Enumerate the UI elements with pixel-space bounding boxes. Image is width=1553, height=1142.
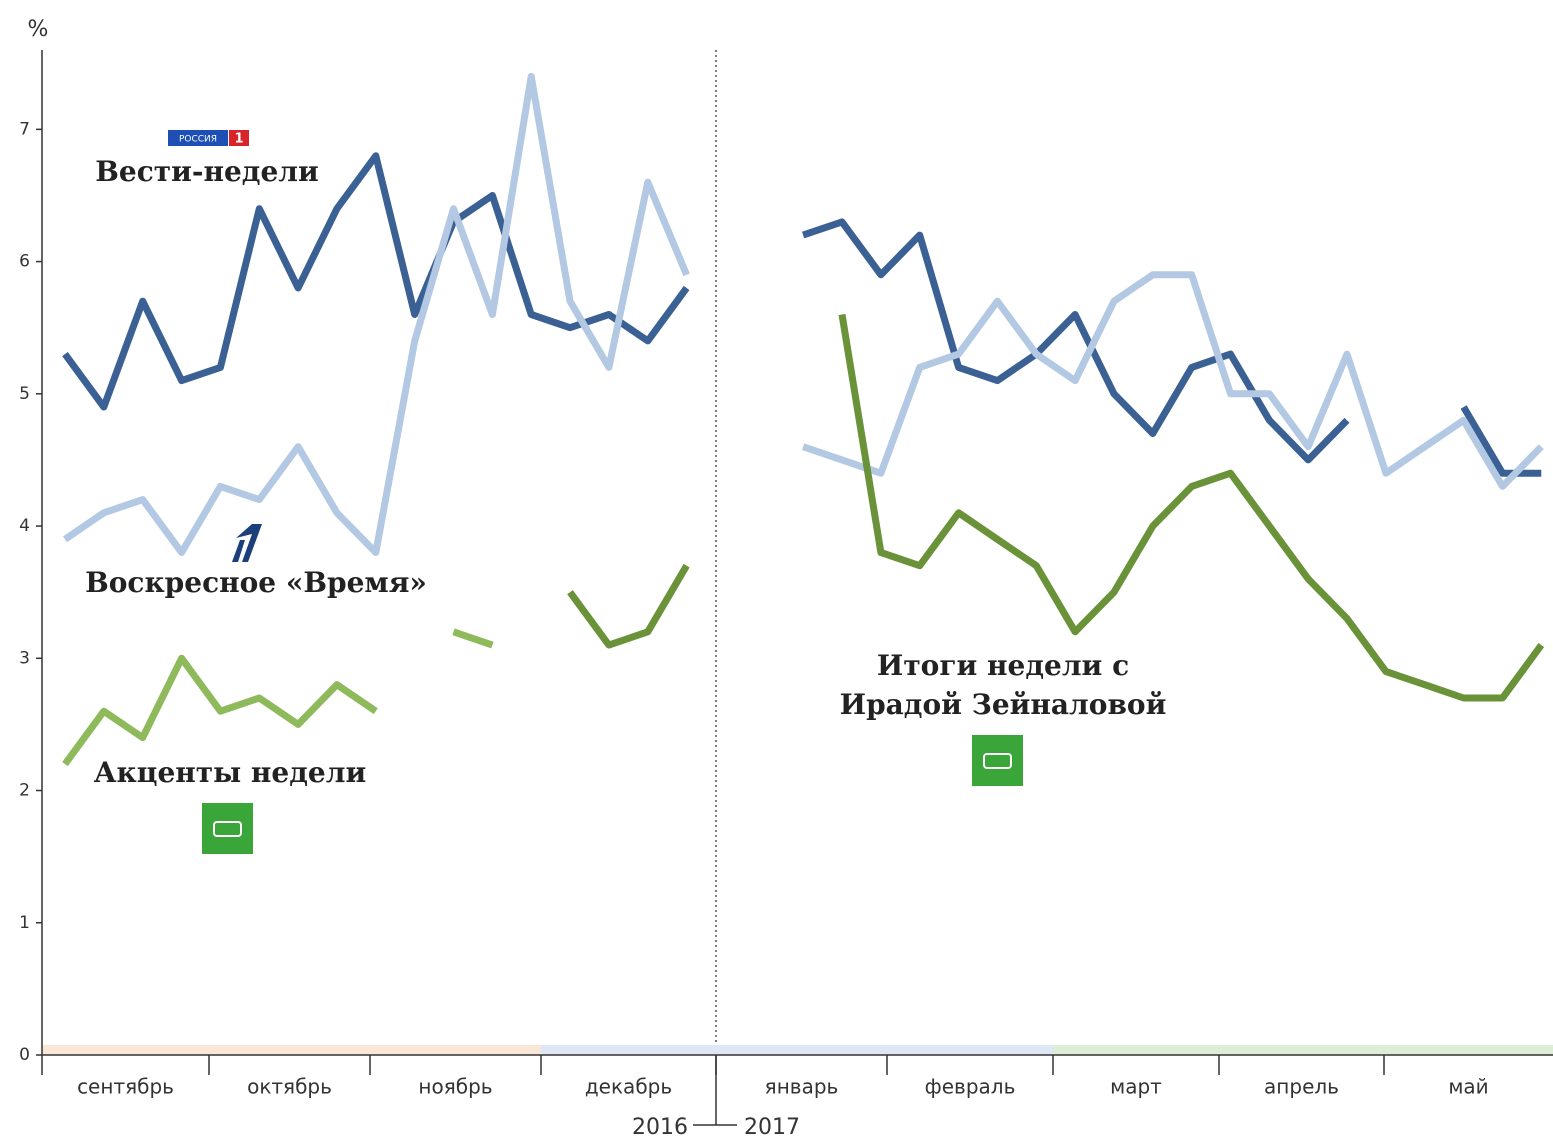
y-tick-label: 7: [19, 119, 30, 139]
y-tick-label: 0: [19, 1045, 30, 1065]
logo-bg: [168, 130, 228, 146]
logo-ntv: [972, 735, 1023, 786]
month-band: [541, 1045, 716, 1055]
x-tick-label: февраль: [925, 1075, 1016, 1099]
y-tick-label: 6: [19, 252, 30, 272]
x-tick-label: апрель: [1264, 1075, 1339, 1099]
x-tick-label: сентябрь: [77, 1075, 174, 1099]
logo-ntv: [202, 803, 253, 854]
month-band: [887, 1045, 1053, 1055]
series-line: [63, 72, 1544, 556]
y-tick-label: 3: [19, 648, 30, 668]
logo-shape: [213, 821, 242, 837]
x-tick-label: январь: [765, 1075, 839, 1099]
month-band: [42, 1045, 209, 1055]
y-axis-label: %: [28, 17, 49, 42]
x-tick-label: декабрь: [585, 1075, 672, 1099]
month-band: [1219, 1045, 1384, 1055]
logo-shape: [232, 540, 245, 562]
series-label: Воскресное «Время»: [85, 566, 427, 599]
month-band: [1384, 1045, 1553, 1055]
logo-shape: [983, 753, 1012, 769]
logo-text: РОССИЯ: [179, 135, 217, 145]
x-tick-label: ноябрь: [418, 1075, 492, 1099]
logo-bg: [972, 735, 1023, 786]
logo-shape: [236, 524, 262, 562]
y-tick-label: 4: [19, 516, 30, 536]
series-line: [567, 313, 1545, 702]
series-line: [62, 628, 494, 767]
logo-bg: [202, 803, 253, 854]
series-label: Итоги недели с Ирадой Зейналовой: [839, 649, 1167, 721]
x-tick-label: май: [1448, 1075, 1488, 1099]
x-tick-label: октябрь: [247, 1075, 332, 1099]
x-tick-label: март: [1110, 1075, 1162, 1099]
logo-text: 1: [234, 132, 243, 147]
y-tick-label: 1: [19, 913, 30, 933]
logo-bg: [229, 130, 249, 146]
y-tick-label: 2: [19, 781, 30, 801]
year-label: 2016: [632, 1115, 688, 1140]
logo-rossiya: РОССИЯ 1: [168, 130, 249, 147]
y-tick-label: 5: [19, 384, 30, 404]
month-band: [1053, 1045, 1219, 1055]
month-band: [716, 1045, 887, 1055]
month-band: [209, 1045, 370, 1055]
logo-perviy: [232, 524, 262, 562]
series-label: Акценты недели: [93, 756, 367, 789]
month-band: [370, 1045, 541, 1055]
series-label: Вести-недели: [95, 155, 319, 188]
year-label: 2017: [744, 1115, 800, 1140]
